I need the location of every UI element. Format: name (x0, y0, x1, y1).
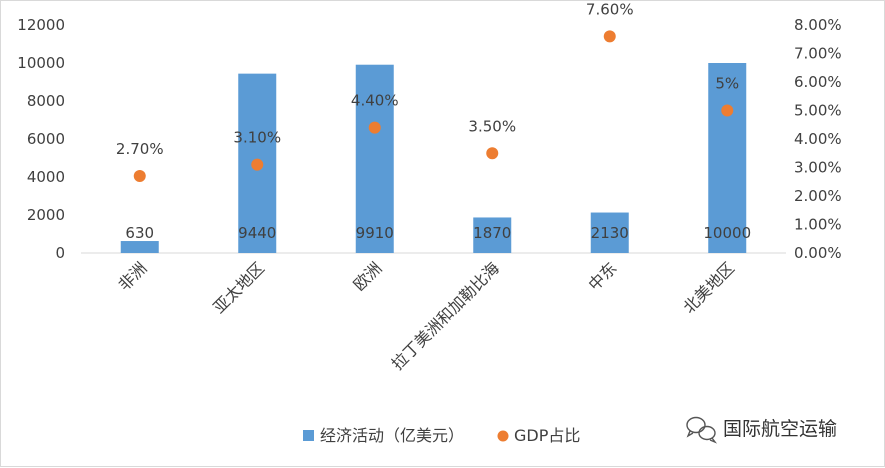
bar (355, 64, 394, 254)
wechat-icon (686, 416, 718, 444)
legend-label-bar: 经济活动（亿美元） (320, 426, 464, 445)
gdp-share-point (133, 170, 146, 183)
gdp-share-point (251, 158, 264, 171)
bar-value-label: 630 (125, 224, 154, 242)
x-category-label: 北美地区 (679, 258, 738, 317)
y-right-tick-label: 3.00% (794, 159, 842, 177)
watermark: 国际航空运输 (686, 416, 837, 444)
gdp-share-series (133, 30, 734, 183)
legend-swatch-bar (303, 430, 314, 441)
y-right-tick-label: 1.00% (794, 216, 842, 234)
y-left-tick-label: 2000 (27, 206, 65, 224)
y-right-tick-label: 0.00% (794, 244, 842, 262)
bar-series (120, 63, 747, 254)
gdp-share-label: 5% (715, 75, 739, 93)
gdp-share-point (368, 121, 381, 134)
bar-value-label: 2130 (591, 224, 629, 242)
y-left-tick-label: 4000 (27, 168, 65, 186)
gdp-share-point (486, 147, 499, 160)
legend-swatch-dot (497, 430, 509, 442)
y-right-tick-label: 8.00% (794, 16, 842, 34)
gdp-share-label: 2.70% (116, 140, 164, 158)
gdp-share-label: 4.40% (351, 92, 399, 110)
gdp-share-point (603, 30, 616, 43)
gdp-share-point (721, 104, 734, 117)
legend: 经济活动（亿美元） GDP占比 (303, 426, 580, 445)
x-category-label: 非洲 (115, 258, 151, 294)
gdp-share-label: 3.10% (233, 129, 281, 147)
bar-value-label: 1870 (473, 224, 511, 242)
bar-value-label: 10000 (703, 224, 751, 242)
y-right-tick-label: 7.00% (794, 45, 842, 63)
x-category-label: 亚太地区 (209, 258, 268, 317)
bar (708, 63, 747, 253)
gdp-share-data-labels: 2.70% 3.10% 4.40% 3.50% 7.60% 5% (116, 1, 739, 158)
bar (590, 212, 629, 253)
bar-value-label: 9440 (238, 224, 276, 242)
y-left-tick-label: 6000 (27, 130, 65, 148)
bar-data-labels: 630 9440 9910 1870 2130 10000 (125, 224, 751, 242)
y-right-tick-label: 5.00% (794, 102, 842, 120)
gdp-share-label: 3.50% (468, 117, 516, 135)
y-left-tick-label: 12000 (17, 16, 65, 34)
x-category-label: 拉丁美洲和加勒比海 (388, 258, 503, 373)
x-category-label: 欧洲 (350, 258, 386, 294)
y-right-tick-label: 2.00% (794, 187, 842, 205)
bar-value-label: 9910 (356, 224, 394, 242)
x-category-label: 中东 (585, 258, 621, 294)
y-left-tick-label: 10000 (17, 54, 65, 72)
y-left-tick-label: 8000 (27, 92, 65, 110)
y-right-tick-label: 4.00% (794, 130, 842, 148)
legend-label-dot: GDP占比 (514, 426, 580, 445)
y-axis-right: 0.00% 1.00% 2.00% 3.00% 4.00% 5.00% 6.00% 7.00%… (794, 16, 842, 262)
y-right-tick-label: 6.00% (794, 73, 842, 91)
bar (473, 217, 512, 253)
bar (120, 241, 159, 253)
x-axis-categories: 非洲 亚太地区 欧洲 拉丁美洲和加勒比海 中东 北美地区 (115, 258, 739, 373)
watermark-text: 国际航空运输 (723, 418, 837, 440)
y-axis-left: 0 2000 4000 6000 8000 10000 12000 (17, 16, 65, 262)
gdp-share-label: 7.60% (586, 1, 634, 18)
y-left-tick-label: 0 (55, 244, 65, 262)
